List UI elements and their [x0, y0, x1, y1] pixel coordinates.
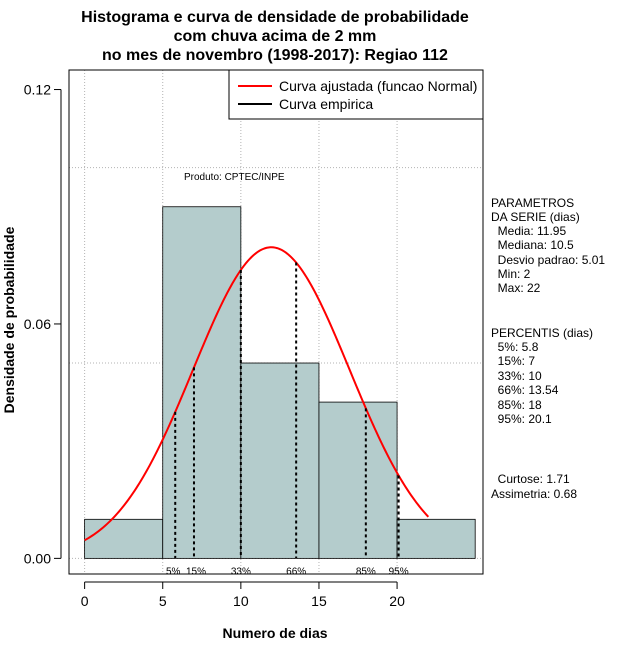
parametros-line: Mediana: 10.5: [491, 238, 574, 252]
percentis-line: 85%: 18: [491, 398, 542, 412]
y-axis-label: Densidade de probabilidade: [1, 226, 17, 413]
y-tick-label: 0.06: [24, 316, 51, 332]
x-axis-label: Numero de dias: [222, 625, 327, 641]
x-tick-label: 5: [159, 593, 167, 609]
percentis-line: 15%: 7: [491, 354, 535, 368]
percentis-line: 33%: 10: [491, 369, 542, 383]
legend: Curva ajustada (funcao Normal) Curva emp…: [228, 69, 484, 120]
side-panel: PARAMETROS DA SERIE (dias) Media: 11.95 …: [491, 196, 605, 501]
legend-label-normal: Curva ajustada (funcao Normal): [279, 78, 477, 94]
percentile-label: 33%: [231, 566, 251, 577]
percentis-block: PERCENTIS (dias) 5%: 5.8 15%: 7 33%: 10 …: [491, 326, 593, 426]
x-tick-label: 0: [81, 593, 89, 609]
percentile-label: 85%: [356, 566, 376, 577]
chart-title: Histograma e curva de densidade de proba…: [81, 9, 469, 64]
title-line-1: Histograma e curva de densidade de proba…: [81, 9, 469, 26]
product-annotation: Produto: CPTEC/INPE: [184, 172, 285, 183]
percentis-line: 95%: 20.1: [491, 412, 552, 426]
plot-area: 5% 15% 33% 66% 85% 95% 0 5 10 15 20 0.00 0.06 0.12: [24, 69, 484, 609]
x-tick-label: 10: [233, 593, 249, 609]
percentis-line: 5%: 5.8: [491, 340, 539, 354]
y-tick-label: 0.00: [24, 550, 51, 566]
parametros-line: Media: 11.95: [491, 224, 566, 238]
title-line-3: no mes de novembro (1998-2017): Regiao 1…: [102, 47, 448, 64]
histogram-bar: [240, 362, 320, 559]
parametros-line: PARAMETROS: [491, 196, 574, 210]
percentile-label: 95%: [389, 566, 409, 577]
histogram-bar: [318, 401, 398, 559]
curtose-line: Curtose: 1.71: [491, 472, 570, 486]
parametros-line: Max: 22: [491, 281, 541, 295]
parametros-block: PARAMETROS DA SERIE (dias) Media: 11.95 …: [491, 196, 605, 295]
histogram-bar: [84, 518, 164, 559]
title-line-2: com chuva acima de 2 mm: [174, 28, 377, 45]
percentile-label: 5%: [166, 566, 181, 577]
parametros-line: Min: 2: [491, 267, 531, 281]
parametros-line: Desvio padrao: 5.01: [491, 253, 605, 267]
legend-label-empirica: Curva empirica: [279, 96, 373, 112]
y-axis: 0.00 0.06 0.12: [24, 82, 62, 566]
x-axis: 0 5 10 15 20: [81, 581, 405, 609]
percentis-line: 66%: 13.54: [491, 383, 559, 397]
assimetria-line: Assimetria: 0.68: [491, 487, 577, 501]
percentis-line: PERCENTIS (dias): [491, 326, 593, 340]
normal-curve-line: [84, 246, 430, 542]
percentile-label: 15%: [186, 566, 206, 577]
y-tick-label: 0.12: [24, 82, 51, 98]
percentile-label: 66%: [286, 566, 306, 577]
parametros-line: DA SERIE (dias): [491, 210, 580, 224]
histogram-bar: [162, 206, 242, 559]
histogram-bar: [396, 518, 476, 559]
legend-box: [228, 69, 484, 120]
x-tick-label: 20: [389, 593, 405, 609]
x-tick-label: 15: [311, 593, 327, 609]
